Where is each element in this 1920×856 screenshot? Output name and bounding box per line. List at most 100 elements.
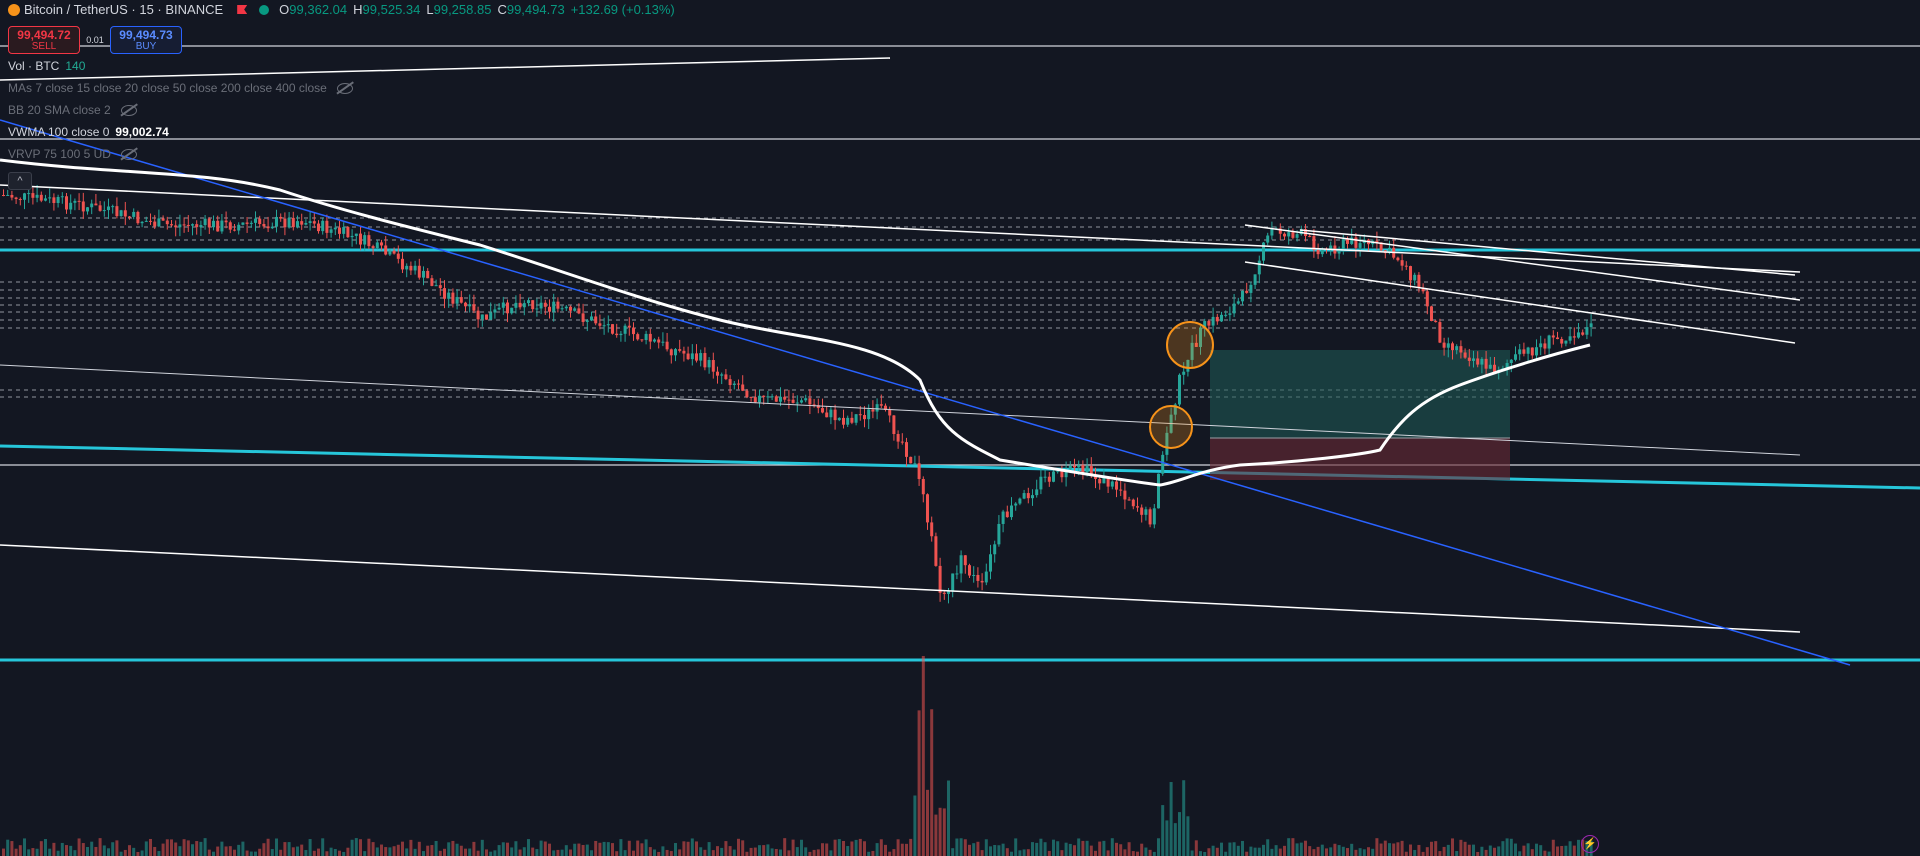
candle-body bbox=[938, 565, 942, 593]
candle-body bbox=[182, 224, 186, 226]
candle-body bbox=[438, 285, 442, 289]
candle-body bbox=[1463, 352, 1467, 358]
volume-bar bbox=[174, 842, 178, 856]
candle-body bbox=[1417, 274, 1421, 289]
volume-bar bbox=[1547, 851, 1551, 856]
candle-body bbox=[825, 412, 829, 418]
volume-bar bbox=[346, 847, 350, 856]
volume-bar bbox=[1232, 842, 1236, 856]
volume-bar bbox=[426, 845, 430, 856]
candle-body bbox=[993, 544, 997, 555]
candle-body bbox=[728, 379, 732, 386]
volume-bar bbox=[27, 849, 31, 856]
candle-body bbox=[951, 573, 955, 591]
volume-bar bbox=[737, 838, 740, 856]
volume-bar bbox=[165, 839, 169, 856]
candle-body bbox=[447, 292, 451, 299]
candle-body bbox=[1035, 489, 1039, 496]
candle-body bbox=[837, 417, 841, 421]
indicator-mas[interactable]: MAs 7 close 15 close 20 close 50 close 2… bbox=[8, 77, 681, 99]
lightning-icon[interactable]: ⚡ bbox=[1581, 835, 1599, 853]
volume-bar bbox=[2, 848, 5, 856]
volume-bar bbox=[997, 845, 1001, 856]
candle-body bbox=[779, 396, 782, 402]
sell-button[interactable]: 99,494.72 SELL bbox=[8, 26, 80, 54]
volume-bar bbox=[745, 851, 749, 856]
volume-bar bbox=[968, 844, 971, 856]
volume-bar bbox=[921, 656, 925, 856]
eye-off-icon[interactable] bbox=[120, 104, 137, 116]
candle-body bbox=[892, 415, 896, 435]
bitcoin-logo-icon bbox=[8, 3, 20, 16]
volume-bar bbox=[388, 847, 392, 856]
candle-body bbox=[564, 306, 568, 309]
indicator-vwma-name: VWMA 100 close 0 bbox=[8, 125, 110, 139]
candle-body bbox=[1052, 471, 1055, 482]
volume-bar bbox=[837, 839, 841, 856]
candle-body bbox=[174, 225, 178, 228]
candle-body bbox=[207, 218, 211, 228]
candle-body bbox=[619, 333, 623, 336]
volume-bar bbox=[1430, 841, 1433, 856]
volume-bar bbox=[300, 844, 304, 856]
volume-bar bbox=[308, 839, 312, 856]
volume-bar bbox=[1194, 840, 1198, 856]
volume-bar bbox=[94, 846, 98, 856]
volume-bar bbox=[65, 845, 68, 856]
volume-bar bbox=[371, 842, 375, 856]
volume-bar bbox=[787, 850, 791, 856]
flag-icon[interactable] bbox=[237, 5, 248, 14]
indicator-bb[interactable]: BB 20 SMA close 2 bbox=[8, 99, 681, 121]
volume-bar bbox=[963, 839, 967, 856]
volume-bar bbox=[1136, 851, 1139, 856]
volume-bar bbox=[1467, 844, 1471, 856]
candle-body bbox=[245, 222, 249, 224]
candle-body bbox=[1329, 245, 1333, 250]
candle-body bbox=[854, 414, 858, 423]
volume-bar bbox=[833, 839, 837, 856]
indicator-vrvp[interactable]: VRVP 75 100 5 UD bbox=[8, 143, 681, 165]
chevron-up-icon[interactable]: ^ bbox=[8, 172, 32, 190]
volume-bar bbox=[867, 851, 871, 856]
candle-body bbox=[455, 297, 459, 304]
eye-off-icon[interactable] bbox=[120, 148, 137, 160]
volume-bar bbox=[875, 843, 879, 856]
candle-body bbox=[745, 390, 749, 397]
volume-bar bbox=[795, 847, 799, 856]
candle-body bbox=[94, 203, 98, 206]
candle-body bbox=[1287, 232, 1291, 237]
volume-bar bbox=[1417, 844, 1421, 856]
candle-body bbox=[1581, 332, 1585, 335]
volume-bar bbox=[1400, 840, 1404, 856]
volume-bar bbox=[44, 839, 47, 856]
volume-bar bbox=[1173, 823, 1177, 856]
volume-bar bbox=[1031, 842, 1034, 856]
candle-body bbox=[1014, 503, 1018, 506]
volume-bar bbox=[993, 844, 997, 856]
volume-bar bbox=[653, 849, 656, 856]
candle-body bbox=[1098, 478, 1102, 484]
candle-body bbox=[1245, 290, 1249, 293]
volume-bar bbox=[1480, 846, 1484, 856]
buy-button[interactable]: 99,494.73 BUY bbox=[110, 26, 182, 54]
candle-body bbox=[1241, 290, 1244, 302]
symbol-title[interactable]: Bitcoin / TetherUS · 15 · BINANCE bbox=[24, 1, 224, 17]
volume-bar bbox=[1438, 851, 1442, 856]
volume-bar bbox=[128, 845, 131, 856]
candle-body bbox=[287, 217, 291, 228]
indicator-volume[interactable]: Vol · BTC 140 bbox=[8, 55, 681, 77]
candle-body bbox=[279, 216, 283, 219]
candle-body bbox=[1018, 498, 1022, 504]
price-change: +132.69 (+0.13%) bbox=[570, 1, 675, 17]
candle-body bbox=[1173, 404, 1177, 415]
candle-body bbox=[518, 302, 522, 308]
volume-bar bbox=[497, 845, 501, 856]
candle-body bbox=[905, 442, 908, 457]
candle-body bbox=[980, 580, 984, 583]
eye-off-icon[interactable] bbox=[336, 82, 353, 94]
volume-bar bbox=[241, 841, 245, 856]
volume-bar bbox=[1068, 843, 1072, 856]
volume-bar bbox=[455, 843, 459, 856]
indicator-vwma[interactable]: VWMA 100 close 0 99,002.74 bbox=[8, 121, 681, 143]
